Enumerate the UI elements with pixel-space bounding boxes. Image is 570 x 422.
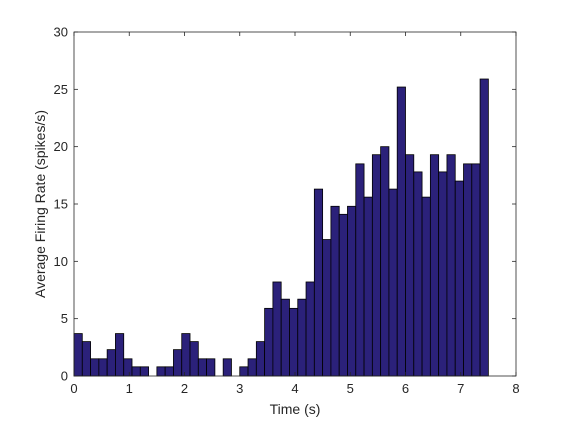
y-tick-label: 0 (61, 369, 68, 384)
y-tick-label: 20 (54, 139, 68, 154)
x-tick-label: 1 (126, 381, 133, 396)
x-tick-label: 5 (347, 381, 354, 396)
histogram-bar (206, 358, 216, 377)
histogram-bar (429, 154, 440, 377)
y-axis-ticks: 0 5 10 15 20 25 30 (54, 25, 516, 384)
histogram-bar (239, 366, 249, 377)
histogram-bar (106, 349, 116, 377)
histogram-bar (289, 307, 299, 377)
histogram-bar (139, 366, 149, 377)
y-tick-label: 10 (54, 254, 68, 269)
histogram-bar (73, 333, 83, 377)
histogram-bar (255, 341, 266, 377)
x-tick-label: 8 (512, 381, 519, 396)
histogram-bar (338, 213, 348, 377)
histogram-bar (173, 349, 183, 377)
histogram-bar (322, 239, 332, 377)
x-axis-ticks: 0 1 2 3 4 5 6 7 8 (70, 32, 520, 396)
histogram-bar (81, 341, 91, 377)
histogram-bar (463, 163, 473, 377)
y-tick-label: 5 (61, 311, 68, 326)
histogram-bar (438, 171, 448, 377)
y-tick-label: 30 (54, 25, 68, 40)
histogram-bar (280, 298, 290, 377)
histogram-bar (396, 86, 406, 377)
histogram-bar (479, 78, 489, 377)
histogram-bar (454, 180, 464, 377)
histogram-bar (363, 196, 373, 377)
histogram-bar (189, 341, 199, 377)
histogram-bar (297, 298, 307, 377)
histogram-bar (164, 366, 174, 377)
histogram-bar (222, 358, 232, 377)
histogram-bar (305, 281, 315, 377)
x-tick-label: 6 (402, 381, 409, 396)
histogram-bar (347, 205, 357, 377)
histogram-bar (413, 171, 423, 377)
histogram-bar (131, 366, 141, 377)
x-tick-label: 3 (236, 381, 243, 396)
histogram-bar (98, 358, 108, 377)
histogram-bar (471, 163, 481, 377)
histogram-bar (388, 188, 398, 377)
y-tick-label: 25 (54, 82, 68, 97)
histogram-bar (330, 205, 340, 377)
histogram-bar (313, 188, 324, 377)
histogram-bar (421, 196, 431, 377)
histogram-bar (247, 358, 257, 377)
histogram-bar (380, 146, 390, 377)
histogram-bar (123, 358, 133, 377)
histogram-bar (156, 366, 166, 377)
histogram-bar (264, 307, 274, 377)
histogram-bar (272, 281, 282, 377)
histogram-bar (371, 154, 382, 377)
y-axis-label: Average Firing Rate (spikes/s) (32, 110, 48, 298)
histogram-bar (446, 154, 456, 377)
x-axis-label: Time (s) (270, 401, 321, 417)
x-tick-label: 7 (457, 381, 464, 396)
x-tick-label: 2 (181, 381, 188, 396)
histogram-bar (181, 333, 191, 377)
histogram-bar (405, 154, 415, 377)
histogram-bar (90, 358, 100, 377)
histogram-bar (115, 333, 125, 377)
histogram-bar (355, 163, 365, 377)
y-tick-label: 15 (54, 197, 68, 212)
x-tick-label: 4 (291, 381, 298, 396)
x-tick-label: 0 (70, 381, 77, 396)
histogram-bar (197, 358, 207, 377)
